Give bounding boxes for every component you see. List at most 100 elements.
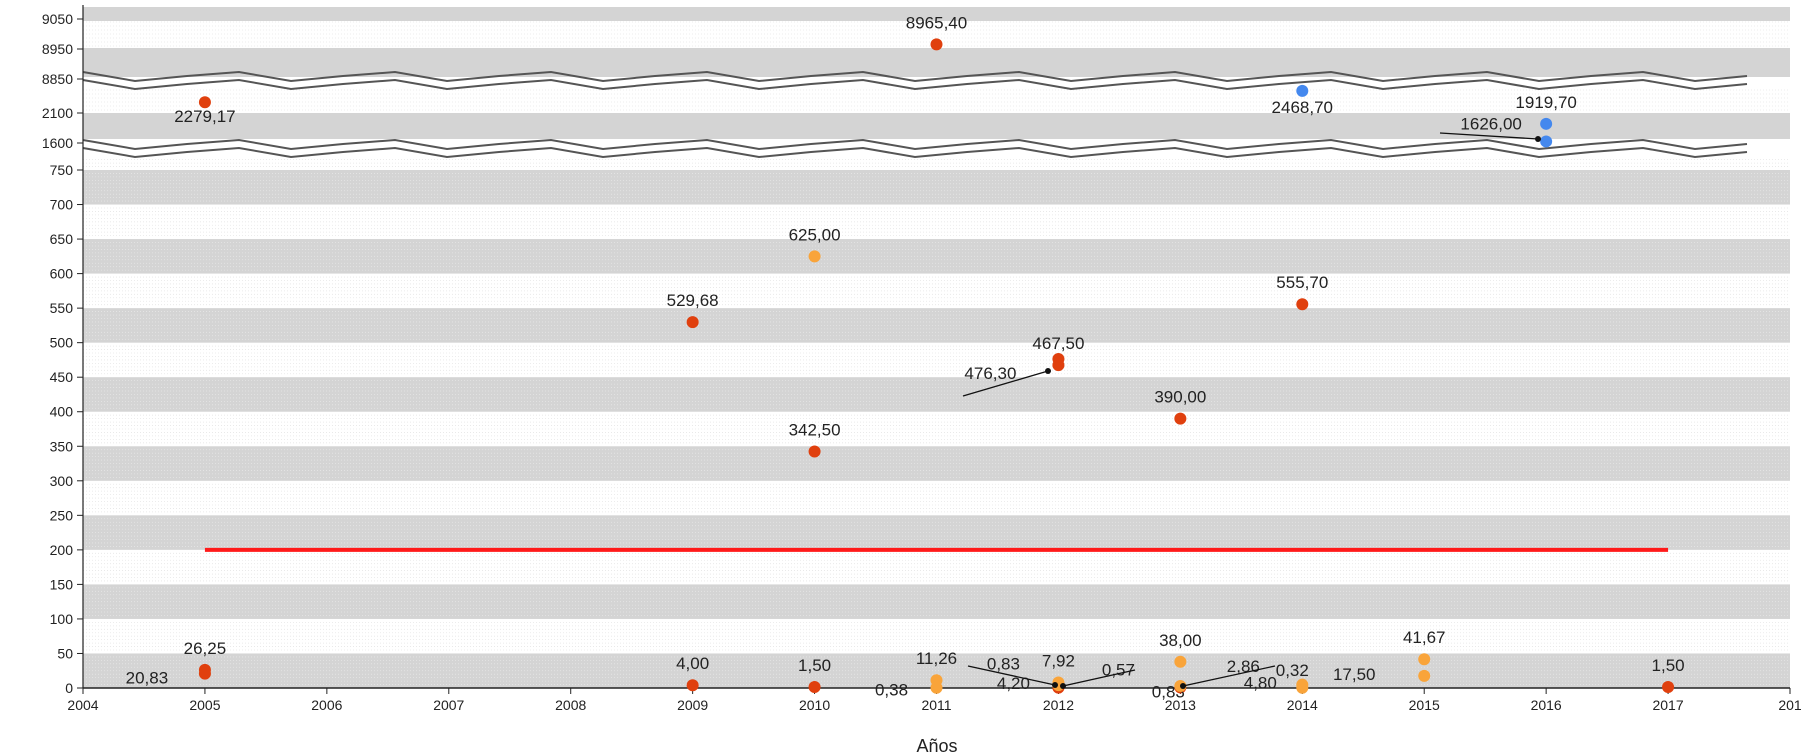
- grid-band: [83, 584, 1790, 619]
- data-label: 625,00: [789, 225, 841, 244]
- grid-band: [83, 113, 1790, 139]
- y-tick-label: 9050: [42, 11, 73, 27]
- grid-band: [83, 308, 1790, 343]
- data-point: [930, 681, 943, 694]
- data-label: 38,00: [1159, 631, 1202, 650]
- data-label: 4,00: [676, 654, 709, 673]
- data-label: 8965,40: [906, 13, 967, 32]
- data-label: 555,70: [1276, 273, 1328, 292]
- x-tick-label: 2013: [1165, 697, 1196, 713]
- axis-break-line: [82, 138, 1748, 151]
- y-tick-label: 50: [57, 645, 73, 661]
- data-point: [1174, 412, 1187, 425]
- x-tick-label: 2005: [189, 697, 220, 713]
- leader-arrowhead: [1535, 136, 1541, 142]
- leader-arrowhead: [1045, 368, 1051, 374]
- grid-band: [83, 239, 1790, 274]
- leader-line: [1439, 132, 1539, 140]
- x-tick-label: 2017: [1652, 697, 1683, 713]
- data-point: [1296, 678, 1309, 691]
- x-tick-label: 2004: [67, 697, 98, 713]
- x-tick-label: 2006: [311, 697, 342, 713]
- data-point: [1296, 84, 1309, 97]
- y-tick-label: 550: [50, 300, 74, 316]
- data-point: [1418, 653, 1431, 666]
- data-label: 467,50: [1032, 334, 1084, 353]
- x-tick-label: 2015: [1409, 697, 1440, 713]
- y-tick-label: 100: [50, 611, 74, 627]
- data-label: 390,00: [1154, 388, 1206, 407]
- x-tick-label: 2007: [433, 697, 464, 713]
- leader-line: [962, 370, 1049, 397]
- data-point: [930, 38, 943, 51]
- grid-band: [83, 170, 1790, 205]
- y-tick-label: 0: [65, 680, 73, 696]
- x-tick-label: 2009: [677, 697, 708, 713]
- y-tick-label: 250: [50, 507, 74, 523]
- x-tick-label: 201: [1778, 697, 1802, 713]
- leader-line: [1182, 665, 1276, 687]
- data-point: [198, 667, 211, 680]
- data-label: 2279,17: [174, 107, 235, 126]
- leader-arrowhead: [1180, 683, 1186, 689]
- data-point: [1662, 680, 1675, 693]
- data-point: [686, 316, 699, 329]
- data-point: [1540, 117, 1553, 130]
- data-point: [808, 445, 821, 458]
- data-label: 342,50: [789, 420, 841, 439]
- grid-band: [83, 446, 1790, 481]
- grid-band: [83, 7, 1790, 21]
- y-tick-label: 350: [50, 438, 74, 454]
- y-tick-label: 8850: [42, 71, 73, 87]
- y-tick-label: 200: [50, 542, 74, 558]
- grid-band: [83, 377, 1790, 412]
- data-point: [808, 250, 821, 263]
- grid-band: [83, 515, 1790, 550]
- axis-break-line: [82, 78, 1748, 91]
- y-tick-label: 600: [50, 266, 74, 282]
- x-tick-label: 2016: [1531, 697, 1562, 713]
- x-tick-label: 2008: [555, 697, 586, 713]
- data-label: 17,50: [1333, 665, 1376, 684]
- data-label: 1626,00: [1460, 114, 1521, 133]
- x-axis-title: Años: [916, 736, 957, 756]
- y-tick-label: 450: [50, 369, 74, 385]
- data-label: 7,92: [1042, 652, 1075, 671]
- x-tick-label: 2011: [921, 697, 951, 713]
- leader-arrowhead: [1052, 682, 1058, 688]
- data-label: 20,83: [126, 669, 169, 688]
- data-point: [1174, 655, 1187, 668]
- data-point: [198, 96, 211, 109]
- data-label: 1919,70: [1515, 93, 1576, 112]
- y-tick-label: 150: [50, 576, 74, 592]
- data-label: 476,30: [964, 364, 1016, 383]
- leader-line: [1062, 669, 1136, 687]
- data-label: 11,26: [916, 649, 957, 668]
- data-label: 2468,70: [1272, 98, 1333, 117]
- grid-band: [83, 48, 1790, 77]
- data-label: 4,80: [1244, 674, 1277, 693]
- y-tick-label: 8950: [42, 41, 73, 57]
- y-tick-label: 400: [50, 404, 74, 420]
- axis-break-line: [82, 70, 1748, 83]
- y-tick-label: 650: [50, 231, 74, 247]
- data-label: 26,25: [184, 639, 227, 658]
- y-tick-label: 750: [50, 162, 74, 178]
- data-point: [808, 680, 821, 693]
- y-tick-label: 700: [50, 197, 74, 213]
- y-tick-label: 300: [50, 473, 74, 489]
- data-label: 4,20: [997, 674, 1030, 693]
- leader-line: [967, 665, 1056, 686]
- data-label: 529,68: [667, 291, 719, 310]
- data-label: 41,67: [1403, 628, 1446, 647]
- x-tick-label: 2010: [799, 697, 830, 713]
- data-label: 0,32: [1276, 661, 1309, 680]
- axis-break-line: [82, 146, 1748, 159]
- data-point: [686, 679, 699, 692]
- data-label: 0,83: [987, 654, 1020, 673]
- y-tick-label: 2100: [42, 105, 73, 121]
- y-tick-label: 500: [50, 335, 74, 351]
- x-tick-label: 2012: [1043, 697, 1074, 713]
- data-label: 1,50: [1652, 656, 1685, 675]
